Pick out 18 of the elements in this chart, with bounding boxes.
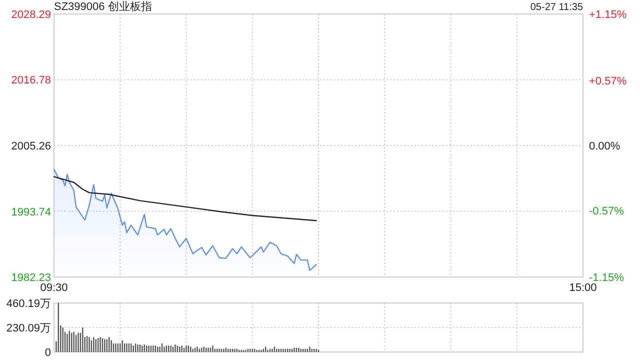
y-tick-label: 460.19万 bbox=[6, 298, 51, 310]
chart-title: SZ399006 创业板指 bbox=[54, 0, 152, 13]
y2-tick-label: 0.00% bbox=[589, 140, 620, 152]
y-tick-label: 1982.23 bbox=[11, 272, 51, 284]
y-tick-label: 2005.26 bbox=[11, 140, 51, 152]
x-tick-label: 15:00 bbox=[569, 282, 597, 294]
text: 05-27 11:35 bbox=[530, 2, 584, 13]
y-tick-label: 2028.29 bbox=[11, 9, 51, 21]
y-tick-label: 2016.78 bbox=[11, 74, 51, 87]
line-series bbox=[53, 176, 317, 222]
y2-tick-label: +1.15% bbox=[589, 9, 627, 21]
y-tick-label: 230.09万 bbox=[6, 322, 51, 334]
y2-tick-label: +0.57% bbox=[589, 75, 627, 88]
y-tick-label: 1993.74 bbox=[11, 206, 51, 218]
y2-tick-label: -0.57% bbox=[589, 206, 624, 218]
y2-tick-label: -1.15% bbox=[589, 272, 624, 284]
y-tick-label: 0 bbox=[44, 347, 51, 359]
x-tick-label: 09:30 bbox=[40, 282, 68, 294]
